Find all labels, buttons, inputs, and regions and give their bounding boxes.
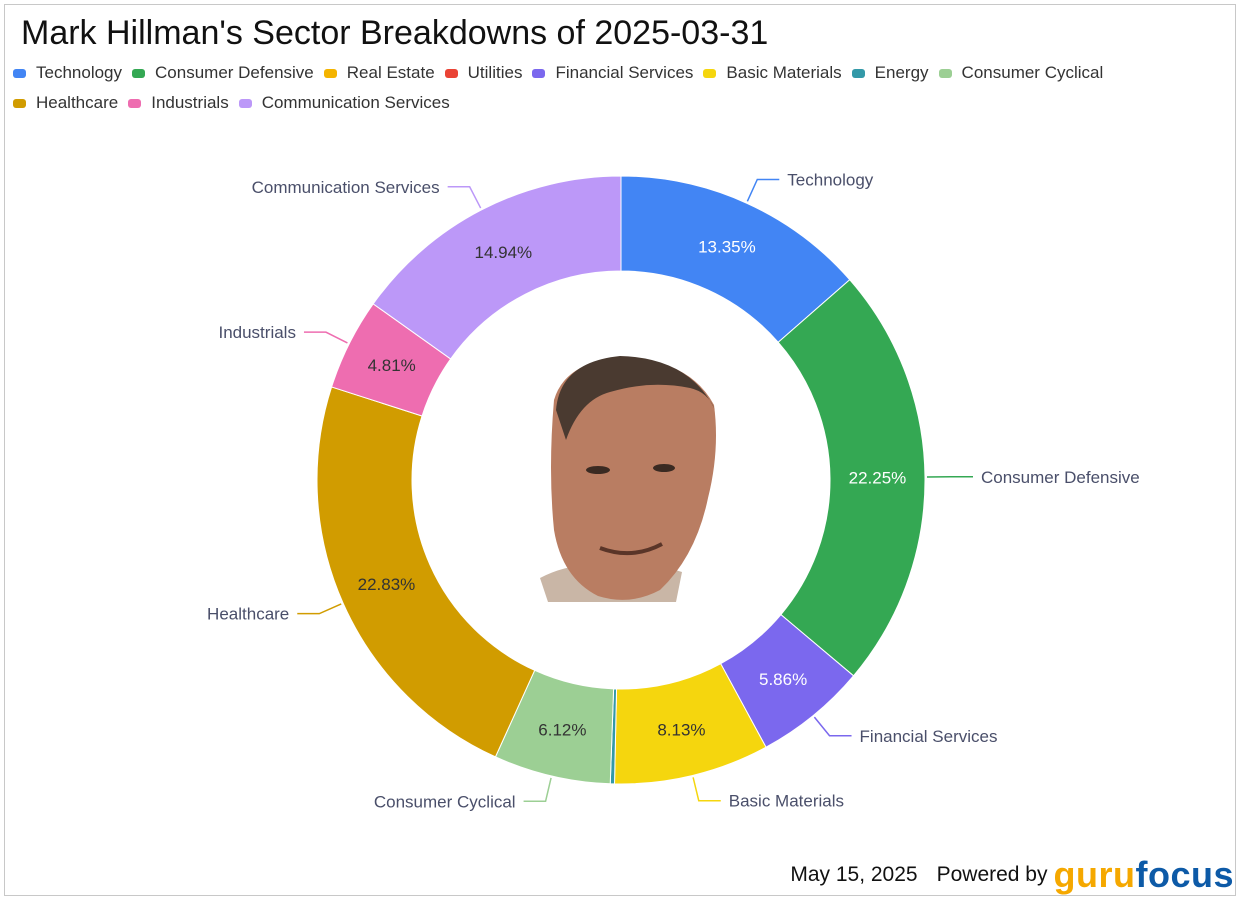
leader-line-consumer-cyclical xyxy=(523,777,552,803)
legend-label: Healthcare xyxy=(36,93,119,112)
legend-item-communication-services[interactable]: Communication Services xyxy=(238,92,450,114)
legend-item-energy[interactable]: Energy xyxy=(851,62,929,84)
legend-swatch xyxy=(132,68,146,78)
legend-item-healthcare[interactable]: Healthcare xyxy=(13,92,118,114)
legend-item-utilities[interactable]: Utilities xyxy=(444,62,523,84)
avatar-eye-right xyxy=(653,464,675,472)
percent-labels: 13.35% 22.25% 5.86% 8.13% 6.12% 22.83% 4.81% 14… xyxy=(358,237,907,739)
slice-consumer-defensive[interactable] xyxy=(777,279,926,677)
avatar-face xyxy=(551,357,716,600)
category-labels: Technology Consumer Defensive Financial Se… xyxy=(207,170,1140,811)
legend-item-financial-services[interactable]: Financial Services xyxy=(532,62,693,84)
slice-percent-industrials: 4.81% xyxy=(368,356,416,375)
legend-item-real-estate[interactable]: Real Estate xyxy=(323,62,435,84)
legend-item-basic-materials[interactable]: Basic Materials xyxy=(703,62,842,84)
leader-lines xyxy=(297,178,973,803)
legend-label: Energy xyxy=(874,63,929,82)
legend-label: Industrials xyxy=(151,93,229,112)
legend-swatch xyxy=(532,68,546,78)
legend-item-consumer-defensive[interactable]: Consumer Defensive xyxy=(132,62,314,84)
avatar-hair xyxy=(556,356,715,440)
slice-percent-healthcare: 22.83% xyxy=(358,575,416,594)
legend-label: Consumer Cyclical xyxy=(961,63,1104,82)
legend-swatch xyxy=(238,98,252,108)
category-label-technology: Technology xyxy=(787,170,874,189)
category-label-financial-services: Financial Services xyxy=(860,727,998,746)
slice-percent-technology: 13.35% xyxy=(698,237,756,256)
legend: Technology Consumer Defensive Real Estate U… xyxy=(13,62,1228,114)
slice-percent-basic-materials: 8.13% xyxy=(657,720,705,739)
leader-line-communication-services xyxy=(447,186,482,209)
legend-label: Utilities xyxy=(467,63,523,82)
slice-communication-services[interactable] xyxy=(372,175,622,360)
category-label-basic-materials: Basic Materials xyxy=(729,792,844,811)
leader-line-basic-materials xyxy=(692,777,721,802)
legend-swatch xyxy=(703,68,717,78)
avatar-mouth xyxy=(599,542,663,556)
legend-swatch xyxy=(128,98,142,108)
avatar-eye-left xyxy=(586,466,610,474)
legend-item-industrials[interactable]: Industrials xyxy=(128,92,229,114)
legend-swatch xyxy=(444,68,458,78)
category-label-communication-services: Communication Services xyxy=(252,178,440,197)
avatar xyxy=(540,356,716,602)
legend-swatch xyxy=(13,98,26,108)
legend-label: Basic Materials xyxy=(726,63,842,82)
chart-title: Mark Hillman's Sector Breakdowns of 2025… xyxy=(21,14,769,52)
slice-percent-financial-services: 5.86% xyxy=(759,670,807,689)
logo-text-guru: guru xyxy=(1053,854,1136,895)
category-label-consumer-cyclical: Consumer Cyclical xyxy=(374,792,516,811)
legend-swatch xyxy=(323,68,337,78)
legend-item-technology[interactable]: Technology xyxy=(13,62,122,84)
logo-text-focus: focus xyxy=(1135,854,1234,895)
footer-date: May 15, 2025 xyxy=(790,863,918,886)
legend-label: Communication Services xyxy=(261,93,450,112)
leader-line-financial-services xyxy=(813,716,852,737)
legend-label: Real Estate xyxy=(346,63,435,82)
category-label-industrials: Industrials xyxy=(218,323,295,342)
legend-item-consumer-cyclical[interactable]: Consumer Cyclical xyxy=(938,62,1104,84)
slice-percent-consumer-cyclical: 6.12% xyxy=(538,721,586,740)
footer-powered-by: Powered by xyxy=(936,863,1048,886)
slice-healthcare[interactable] xyxy=(316,386,536,758)
gurufocus-logo[interactable]: gurufocus xyxy=(1054,854,1235,896)
legend-label: Technology xyxy=(36,63,123,82)
leader-line-industrials xyxy=(303,331,348,344)
legend-label: Financial Services xyxy=(555,63,694,82)
legend-swatch xyxy=(13,68,26,78)
legend-swatch xyxy=(851,68,865,78)
category-label-healthcare: Healthcare xyxy=(207,605,289,624)
donut-slices xyxy=(316,175,926,785)
footer: May 15, 2025 Powered by gurufocus xyxy=(790,854,1234,896)
legend-swatch xyxy=(938,68,952,78)
category-label-consumer-defensive: Consumer Defensive xyxy=(981,468,1140,487)
slice-percent-consumer-defensive: 22.25% xyxy=(849,469,907,488)
slice-percent-communication-services: 14.94% xyxy=(475,243,533,262)
legend-label: Consumer Defensive xyxy=(155,63,314,82)
leader-line-healthcare xyxy=(297,603,342,615)
leader-line-technology xyxy=(746,178,780,202)
